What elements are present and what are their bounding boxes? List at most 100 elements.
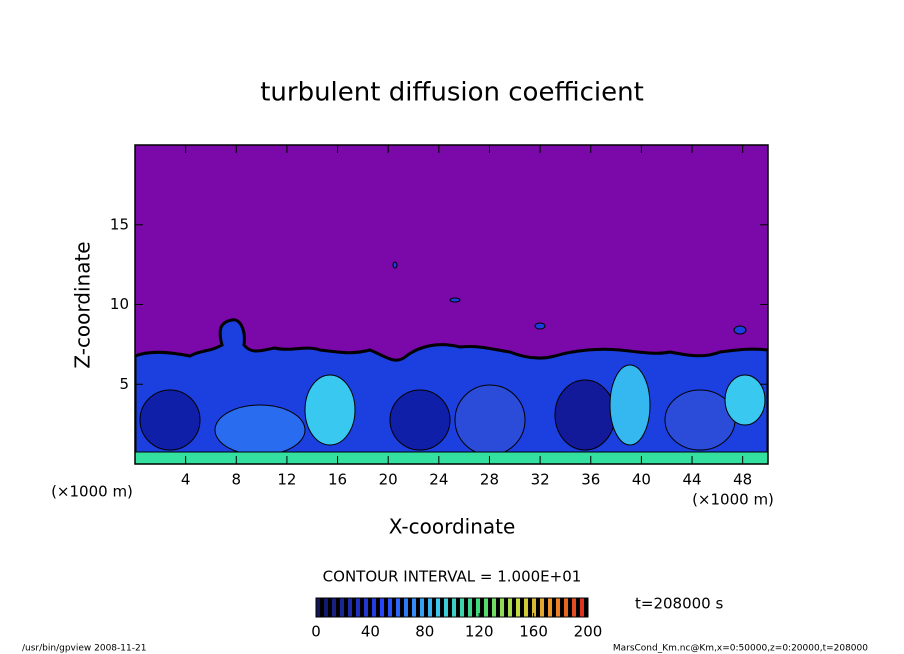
colorbar-stripe [376, 598, 380, 617]
y-tick-label: 5 [119, 375, 129, 393]
colorbar-stripe [440, 598, 444, 617]
colorbar-stripe [548, 598, 552, 617]
colorbar-stripe [580, 598, 584, 617]
colorbar-stripe [492, 598, 496, 617]
colorbar-stripe [320, 598, 324, 617]
colorbar-stripe [500, 598, 504, 617]
colorbar-tick-label: 0 [311, 623, 321, 641]
turbulent-layer [135, 261, 768, 464]
colorbar-stripe [532, 598, 536, 617]
x-tick-label: 4 [181, 471, 191, 489]
colorbar-stripe [324, 598, 328, 617]
colorbar-tick-label: 200 [574, 623, 603, 641]
colorbar-stripe [316, 598, 320, 617]
y-tick-label: 10 [110, 295, 129, 313]
colorbar-stripe [484, 598, 488, 617]
colorbar-stripe [504, 598, 508, 617]
colorbar-stripe [432, 598, 436, 617]
chart-title: turbulent diffusion coefficient [260, 78, 644, 108]
colorbar-stripe [356, 598, 360, 617]
colorbar-stripe [564, 598, 568, 617]
colorbar-stripe [336, 598, 340, 617]
colorbar-stripe [456, 598, 460, 617]
x-tick-label: 20 [379, 471, 398, 489]
x-tick-label: 16 [328, 471, 347, 489]
colorbar-stripe [476, 598, 480, 617]
colorbar-stripe [536, 598, 540, 617]
colorbar-tick-label: 120 [465, 623, 494, 641]
x-tick-label: 40 [632, 471, 651, 489]
colorbar-stripe [412, 598, 416, 617]
colorbar-stripe [444, 598, 448, 617]
x-tick-label: 8 [232, 471, 242, 489]
y-unit: (×1000 m) [51, 483, 133, 501]
colorbar-stripe [460, 598, 464, 617]
colorbar-stripe [516, 598, 520, 617]
colorbar-stripe [368, 598, 372, 617]
x-axis-label: X-coordinate [389, 515, 516, 539]
colorbar-stripe [576, 598, 580, 617]
colorbar-stripe [584, 598, 588, 617]
y-tick-label: 15 [110, 215, 129, 233]
colorbar-stripe [388, 598, 392, 617]
x-unit: (×1000 m) [692, 491, 774, 509]
colorbar-stripe [408, 598, 412, 617]
colorbar-stripe [396, 598, 400, 617]
colorbar-stripe [468, 598, 472, 617]
colorbar-stripe [380, 598, 384, 617]
colorbar-stripe [488, 598, 492, 617]
y-axis-label: Z-coordinate [71, 241, 95, 368]
colorbar-stripe [568, 598, 572, 617]
colorbar-stripe [436, 598, 440, 617]
colorbar-stripe [556, 598, 560, 617]
colorbar-tick-label: 80 [415, 623, 434, 641]
colorbar-stripe [560, 598, 564, 617]
footer-right: MarsCond_Km.nc@Km,x=0:50000,z=0:20000,t=… [613, 644, 868, 654]
colorbar-stripe [552, 598, 556, 617]
contour-interval: CONTOUR INTERVAL = 1.000E+01 [323, 568, 582, 586]
colorbar: 0 40 80 120 160 200 [311, 597, 603, 641]
footer-left: /usr/bin/gpview 2008-11-21 [22, 644, 146, 654]
x-tick-label: 28 [480, 471, 499, 489]
x-tick-label: 48 [733, 471, 752, 489]
colorbar-stripe [328, 598, 332, 617]
colorbar-stripe [332, 598, 336, 617]
colorbar-stripe [360, 598, 364, 617]
colorbar-stripe [480, 598, 484, 617]
colorbar-stripe [540, 598, 544, 617]
colorbar-stripe [364, 598, 368, 617]
colorbar-stripe [392, 598, 396, 617]
time-label: t=208000 s [635, 595, 723, 613]
colorbar-stripe [520, 598, 524, 617]
colorbar-stripe [384, 598, 388, 617]
colorbar-stripe [524, 598, 528, 617]
colorbar-tick-label: 160 [519, 623, 548, 641]
colorbar-stripe [464, 598, 468, 617]
colorbar-frame [315, 597, 589, 618]
colorbar-stripe [340, 598, 344, 617]
colorbar-stripe [508, 598, 512, 617]
colorbar-stripe [544, 598, 548, 617]
colorbar-stripe [348, 598, 352, 617]
colorbar-stripe [404, 598, 408, 617]
colorbar-stripe [428, 598, 432, 617]
x-tick-label: 44 [682, 471, 701, 489]
x-tick-label: 36 [581, 471, 600, 489]
colorbar-tick-label: 40 [361, 623, 380, 641]
x-tick-label: 24 [429, 471, 448, 489]
colorbar-stripe [416, 598, 420, 617]
colorbar-stripe [496, 598, 500, 617]
colorbar-stripe [452, 598, 456, 617]
colorbar-stripe [472, 598, 476, 617]
colorbar-stripe [352, 598, 356, 617]
colorbar-stripe [372, 598, 376, 617]
colorbar-stripe [424, 598, 428, 617]
colorbar-stripe [400, 598, 404, 617]
colorbar-stripe [448, 598, 452, 617]
x-tick-label: 32 [531, 471, 550, 489]
colorbar-stripe [512, 598, 516, 617]
colorbar-stripe [344, 598, 348, 617]
colorbar-stripe [420, 598, 424, 617]
colorbar-stripe [528, 598, 532, 617]
